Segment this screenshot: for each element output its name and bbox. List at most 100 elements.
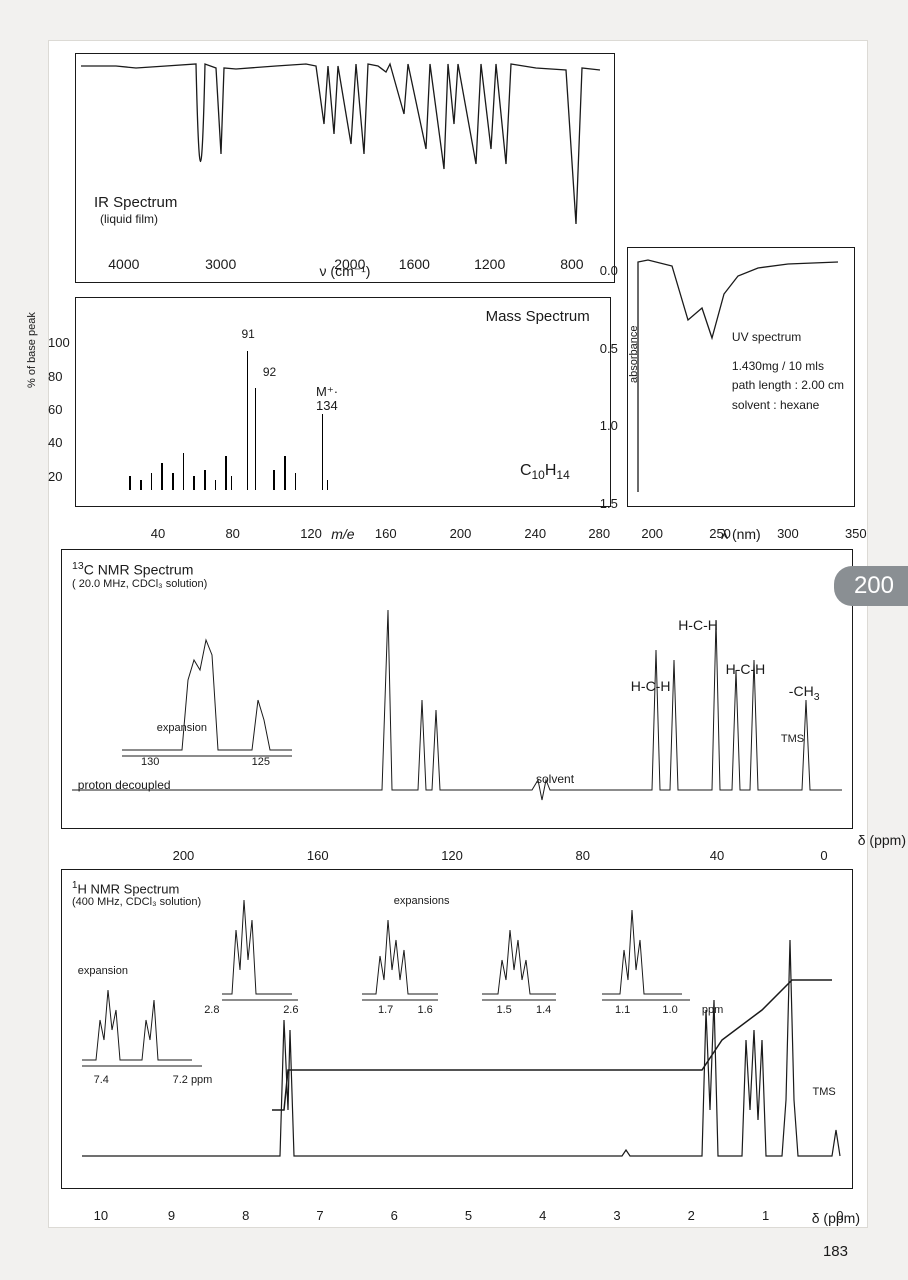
ms-bar [129, 476, 131, 490]
uv-solvent: solvent : hexane [732, 396, 844, 415]
c13-annotation: H-C-H [726, 661, 766, 677]
ms-bar [327, 480, 329, 490]
h1-xtick: 10 [94, 1208, 108, 1223]
ir-label: IR Spectrum [94, 194, 177, 211]
uv-xtick: 200 [641, 526, 663, 541]
ms-ytick: 100 [48, 335, 70, 350]
uv-conc: 1.430mg / 10 mls [732, 357, 844, 376]
ms-xlabel: m/e [331, 526, 354, 542]
uv-spectrum-panel: absorbance UV spectrum 1.430mg / 10 mls … [627, 247, 855, 507]
ms-ytick: 60 [48, 402, 62, 417]
ms-ytick: 40 [48, 435, 62, 450]
uv-ytick: 0.0 [600, 263, 618, 278]
h1-xtick: 7 [316, 1208, 323, 1223]
uv-xlabel: λ (nm) [721, 526, 761, 542]
c13-label: TMS [781, 733, 804, 745]
h1-label: expansion [78, 965, 128, 977]
ms-peak-label: 92 [263, 365, 276, 379]
ms-bar [215, 480, 217, 490]
ms-xtick: 280 [588, 526, 610, 541]
h1-xtick: 4 [539, 1208, 546, 1223]
c13-xtick: 160 [307, 848, 329, 863]
ms-ylabel: % of base peak [26, 312, 38, 388]
ir-xlabel: ν (cm⁻¹) [320, 263, 371, 280]
h1-label: 1.5 [497, 1004, 512, 1016]
c13-trace [62, 550, 854, 830]
ms-bar [140, 480, 142, 490]
ms-xtick: 120 [300, 526, 322, 541]
h1-label: 1.7 [378, 1004, 393, 1016]
ms-bar [161, 463, 163, 490]
h1-label: expansions [394, 895, 450, 907]
uv-xtick: 300 [777, 526, 799, 541]
ir-xtick: 800 [560, 256, 583, 272]
ir-spectrum-panel: IR Spectrum (liquid film) 40003000200016… [75, 53, 615, 283]
ms-xtick: 240 [524, 526, 546, 541]
h1-xtick: 3 [613, 1208, 620, 1223]
h1-label: 1.6 [418, 1004, 433, 1016]
ms-bar [231, 476, 233, 490]
h1-label: TMS [813, 1086, 836, 1098]
ms-xtick: 80 [225, 526, 239, 541]
c13-label: 125 [252, 756, 270, 768]
ms-bar [151, 473, 153, 490]
uv-xtick: 350 [845, 526, 867, 541]
c13-xtick: 200 [173, 848, 195, 863]
h1-xtick: 6 [391, 1208, 398, 1223]
ms-peak-label: 91 [241, 327, 254, 341]
h1-xtick: 2 [688, 1208, 695, 1223]
uv-ytick: 0.5 [600, 341, 618, 356]
ir-sublabel: (liquid film) [100, 212, 158, 226]
ms-bar [247, 351, 249, 490]
ir-xtick: 1200 [474, 256, 505, 272]
ms-bar [193, 476, 195, 490]
c13-xlabel: δ (ppm) [858, 832, 906, 848]
ms-xtick: 200 [450, 526, 472, 541]
h1-label: 7.4 [94, 1074, 109, 1086]
uv-ylabel: absorbance [628, 326, 640, 384]
uv-ytick: 1.5 [600, 496, 618, 511]
ms-ytick: 80 [48, 369, 62, 384]
uv-ytick: 1.0 [600, 418, 618, 433]
ms-bar [183, 453, 185, 490]
ms-mplus-value: 134 [316, 398, 338, 413]
uv-text-block: UV spectrum 1.430mg / 10 mls path length… [732, 328, 844, 415]
page-card: IR Spectrum (liquid film) 40003000200016… [48, 40, 868, 1228]
ir-xtick: 4000 [108, 256, 139, 272]
h1-label: 2.8 [204, 1004, 219, 1016]
ms-bar [295, 473, 297, 490]
c13-annotation: H-C-H [631, 678, 671, 694]
h1-xtick: 8 [242, 1208, 249, 1223]
c13-label: proton decoupled [78, 778, 171, 792]
c13-label: solvent [536, 772, 574, 786]
side-tab: 200 [834, 566, 908, 606]
c13-xtick: 40 [710, 848, 724, 863]
ir-xtick: 3000 [205, 256, 236, 272]
ms-bar [204, 470, 206, 490]
ms-ytick: 20 [48, 469, 62, 484]
c13-annotation: H-C-H [678, 617, 718, 633]
h1-xtick: 1 [762, 1208, 769, 1223]
h1-label: 7.2 ppm [173, 1074, 213, 1086]
h1-nmr-panel: 1H NMR Spectrum (400 MHz, CDCl₃ solution… [61, 869, 853, 1189]
c13-label: expansion [157, 722, 207, 734]
h1-trace [62, 870, 854, 1190]
uv-path-length: path length : 2.00 cm [732, 376, 844, 395]
ms-xtick: 40 [151, 526, 165, 541]
c13-nmr-panel: 13C NMR Spectrum ( 20.0 MHz, CDCl₃ solut… [61, 549, 853, 829]
h1-label: 1.4 [536, 1004, 551, 1016]
ms-title: Mass Spectrum [486, 308, 590, 325]
c13-xtick: 120 [441, 848, 463, 863]
ms-bar [172, 473, 174, 490]
ms-formula: C10H14 [520, 462, 570, 482]
h1-xtick: 9 [168, 1208, 175, 1223]
mass-spectrum-panel: Mass Spectrum C10H14 % of base peak 2040… [75, 297, 611, 507]
ms-bar [273, 470, 275, 490]
uv-title: UV spectrum [732, 328, 844, 347]
ms-bar [284, 456, 286, 490]
ms-bar [225, 456, 227, 490]
ms-xtick: 160 [375, 526, 397, 541]
ms-bar [255, 388, 257, 490]
h1-xlabel: δ (ppm) [812, 1210, 860, 1226]
c13-xtick: 80 [576, 848, 590, 863]
